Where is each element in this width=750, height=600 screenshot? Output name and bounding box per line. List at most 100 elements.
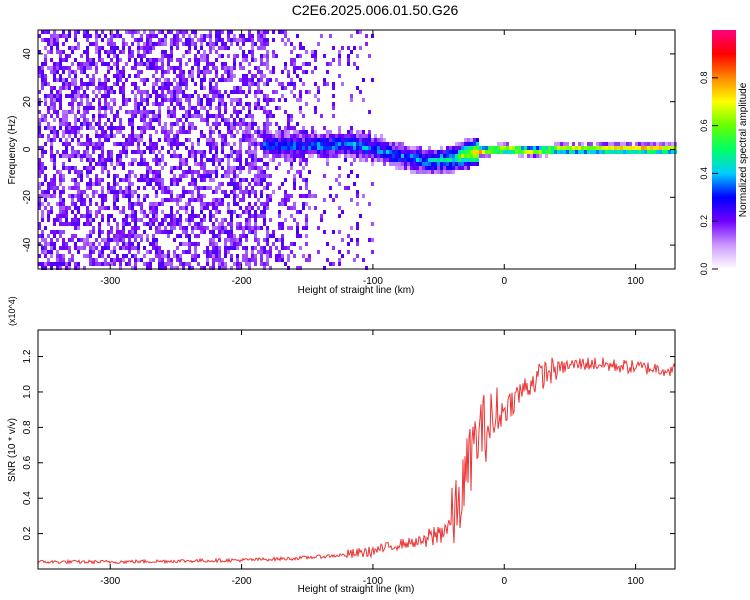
heatmap-cell xyxy=(38,134,41,138)
heatmap-cell xyxy=(299,194,302,198)
heatmap-cell xyxy=(92,114,95,118)
heatmap-cell xyxy=(242,74,245,78)
heatmap-cell xyxy=(467,166,470,170)
heatmap-cell xyxy=(260,226,263,230)
heatmap-cell xyxy=(284,110,287,114)
heatmap-cell xyxy=(302,154,305,158)
heatmap-cell xyxy=(131,230,134,234)
heatmap-cell xyxy=(122,102,125,106)
heatmap-cell xyxy=(515,150,518,154)
heatmap-cell xyxy=(260,254,263,258)
heatmap-cell xyxy=(209,218,212,222)
heatmap-cell xyxy=(59,230,62,234)
heatmap-cell xyxy=(218,238,221,242)
heatmap-cell xyxy=(140,70,143,74)
heatmap-cell xyxy=(452,150,455,154)
heatmap-cell xyxy=(143,194,146,198)
heatmap-cell xyxy=(56,110,59,114)
heatmap-cell xyxy=(236,158,239,162)
heatmap-cell xyxy=(104,138,107,142)
heatmap-cell xyxy=(65,38,68,42)
heatmap-cell xyxy=(182,162,185,166)
heatmap-cell xyxy=(326,258,329,262)
heatmap-cell xyxy=(182,262,185,266)
heatmap-cell xyxy=(419,166,422,170)
heatmap-cell xyxy=(41,214,44,218)
heatmap-cell xyxy=(155,190,158,194)
heatmap-cell xyxy=(101,178,104,182)
heatmap-cell xyxy=(314,138,317,142)
heatmap-cell xyxy=(224,134,227,138)
heatmap-cell xyxy=(119,122,122,126)
heatmap-cell xyxy=(383,158,386,162)
heatmap-cell xyxy=(107,54,110,58)
heatmap-cell xyxy=(287,138,290,142)
heatmap-cell xyxy=(146,122,149,126)
heatmap-cell xyxy=(284,146,287,150)
heatmap-cell xyxy=(251,162,254,166)
heatmap-cell xyxy=(323,134,326,138)
heatmap-cell xyxy=(464,138,467,142)
heatmap-cell xyxy=(113,186,116,190)
heatmap-cell xyxy=(110,150,113,154)
heatmap-cell xyxy=(245,82,248,86)
heatmap-cell xyxy=(245,74,248,78)
heatmap-cell xyxy=(110,126,113,130)
heatmap-cell xyxy=(206,114,209,118)
heatmap-cell xyxy=(227,70,230,74)
heatmap-cell xyxy=(188,46,191,50)
heatmap-cell xyxy=(194,42,197,46)
heatmap-cell xyxy=(140,62,143,66)
snr-y-multiplier: (x10^4) xyxy=(7,296,17,326)
heatmap-cell xyxy=(281,86,284,90)
heatmap-cell xyxy=(161,250,164,254)
heatmap-cell xyxy=(413,150,416,154)
heatmap-cell xyxy=(473,154,476,158)
heatmap-cell xyxy=(68,142,71,146)
heatmap-cell xyxy=(137,106,140,110)
heatmap-cell xyxy=(131,122,134,126)
heatmap-cell xyxy=(56,98,59,102)
heatmap-cell xyxy=(194,250,197,254)
heatmap-cell xyxy=(98,254,101,258)
heatmap-cell xyxy=(233,86,236,90)
heatmap-cell xyxy=(257,238,260,242)
heatmap-cell xyxy=(293,70,296,74)
heatmap-cell xyxy=(188,234,191,238)
heatmap-cell xyxy=(164,70,167,74)
heatmap-cell xyxy=(158,222,161,226)
heatmap-cell xyxy=(338,166,341,170)
heatmap-cell xyxy=(104,134,107,138)
heatmap-cell xyxy=(107,102,110,106)
heatmap-cell xyxy=(98,230,101,234)
heatmap-cell xyxy=(146,126,149,130)
heatmap-cell xyxy=(290,42,293,46)
heatmap-cell xyxy=(86,82,89,86)
heatmap-cell xyxy=(254,218,257,222)
heatmap-cell xyxy=(320,134,323,138)
heatmap-cell xyxy=(260,74,263,78)
heatmap-cell xyxy=(89,154,92,158)
heatmap-cell xyxy=(209,174,212,178)
heatmap-cell xyxy=(470,142,473,146)
heatmap-cell xyxy=(200,54,203,58)
heatmap-cell xyxy=(248,170,251,174)
heatmap-cell xyxy=(137,126,140,130)
heatmap-cell xyxy=(62,122,65,126)
heatmap-cell xyxy=(272,158,275,162)
heatmap-cell xyxy=(131,162,134,166)
heatmap-cell xyxy=(278,250,281,254)
heatmap-cell xyxy=(239,98,242,102)
heatmap-cell xyxy=(587,146,590,150)
heatmap-cell xyxy=(296,54,299,58)
heatmap-cell xyxy=(137,146,140,150)
heatmap-cell xyxy=(233,238,236,242)
heatmap-cell xyxy=(218,162,221,166)
heatmap-cell xyxy=(152,34,155,38)
heatmap-cell xyxy=(665,150,668,154)
heatmap-cell xyxy=(158,266,161,270)
heatmap-cell xyxy=(116,230,119,234)
heatmap-cell xyxy=(71,102,74,106)
heatmap-cell xyxy=(275,150,278,154)
heatmap-cell xyxy=(236,174,239,178)
